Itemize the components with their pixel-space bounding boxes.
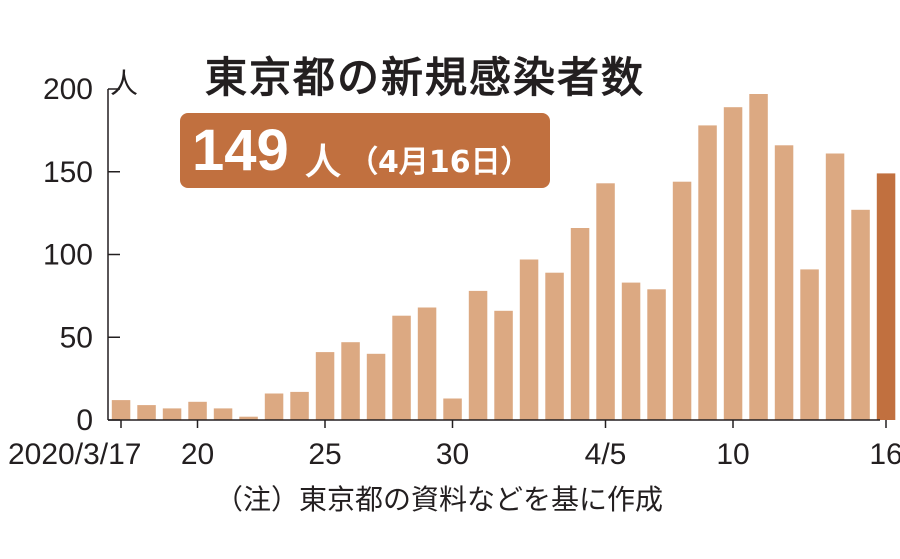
source-note: （注）東京都の資料などを基に作成 [215, 483, 664, 516]
highlight-value: 149 [192, 118, 289, 183]
bar-3/23 [264, 393, 284, 420]
bar-4/9 [698, 125, 717, 421]
bar-4/12 [774, 145, 794, 421]
bar-3/26 [341, 342, 360, 420]
bar-3/19 [162, 408, 182, 420]
x-tick-label: 30 [436, 438, 469, 471]
bar-4/14 [825, 153, 845, 420]
bar-3/18 [137, 405, 156, 420]
bar-4/11 [749, 94, 768, 420]
y-axis-unit-label: 人 [110, 67, 139, 100]
x-tick-label: 16 [869, 438, 900, 471]
x-tick-label: 10 [716, 438, 749, 471]
bar-4/13 [800, 269, 819, 420]
x-tick-label: 25 [308, 438, 341, 471]
bar-4/3 [545, 272, 564, 420]
bar-3/25 [315, 352, 335, 420]
bar-4/8 [672, 181, 692, 420]
bars [111, 94, 896, 421]
chart-title: 東京都の新規感染者数 [205, 53, 646, 102]
bar-3/24 [290, 391, 309, 420]
highlight-unit: 人 [305, 142, 342, 183]
bar-4/2 [519, 259, 539, 420]
y-ticks: 0 50 100 150 200 [43, 73, 120, 437]
bar-3/31 [468, 290, 488, 420]
y-tick-label: 150 [43, 156, 93, 189]
highlight-date: （4月16日） [348, 145, 531, 180]
y-tick-label: 0 [76, 404, 93, 437]
bar-3/30 [443, 398, 462, 420]
bar-4/6 [621, 282, 641, 420]
y-tick-label: 200 [43, 73, 93, 106]
bar-3/29 [417, 307, 437, 420]
bar-3/17 [111, 400, 131, 420]
x-tick-label: 20 [181, 438, 214, 471]
bar-3/21 [213, 408, 233, 420]
bar-3/22 [239, 416, 258, 420]
bar-3/28 [392, 315, 411, 420]
x-tick-label: 2020/3/17 [8, 438, 141, 471]
bar-3/27 [366, 353, 386, 420]
x-ticks: 2020/3/17 20 25 30 4/5 10 16 [8, 420, 900, 471]
bar-4/4 [570, 228, 590, 420]
bar-4/15 [851, 209, 870, 420]
bar-4/1 [494, 310, 513, 420]
highlight-badge: 149 人 （4月16日） [180, 113, 550, 188]
y-tick-label: 100 [43, 239, 93, 272]
bar-4/10 [723, 107, 743, 420]
bar-4/5 [596, 183, 615, 420]
bar-4/7 [647, 289, 666, 420]
bar-3/20 [188, 401, 207, 420]
x-tick-label: 4/5 [585, 438, 627, 471]
bar-4/16 [876, 173, 896, 420]
y-tick-label: 50 [60, 321, 93, 354]
